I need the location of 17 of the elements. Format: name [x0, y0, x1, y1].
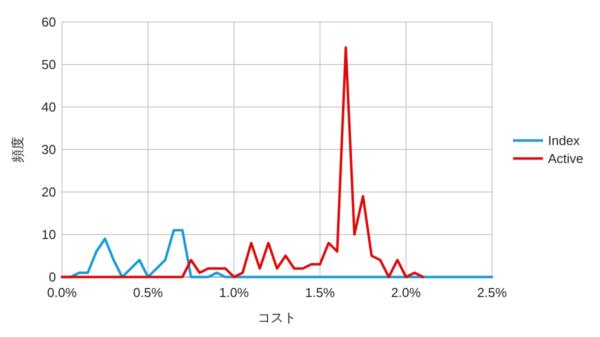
legend-label: Index — [548, 133, 580, 148]
x-tick-label: 2.0% — [391, 285, 422, 300]
x-axis-title: コスト — [258, 310, 296, 325]
y-axis-title: 頻度 — [10, 136, 25, 162]
y-tick-label: 10 — [42, 227, 56, 242]
x-tick-label: 1.5% — [305, 285, 336, 300]
y-tick-label: 60 — [42, 14, 56, 30]
y-tick-label: 0 — [48, 270, 56, 284]
y-tick-label: 50 — [42, 57, 56, 72]
x-tick-label: 1.0% — [219, 285, 250, 300]
x-tick-label: 0.0% — [47, 285, 78, 300]
y-tick-label: 20 — [42, 184, 56, 200]
x-tick-label: 2.5% — [477, 285, 508, 300]
legend-label: Active — [548, 151, 584, 166]
y-tick-label: 40 — [42, 100, 56, 114]
x-tick-label: 0.5% — [133, 285, 164, 300]
y-tick-label: 30 — [42, 142, 56, 157]
